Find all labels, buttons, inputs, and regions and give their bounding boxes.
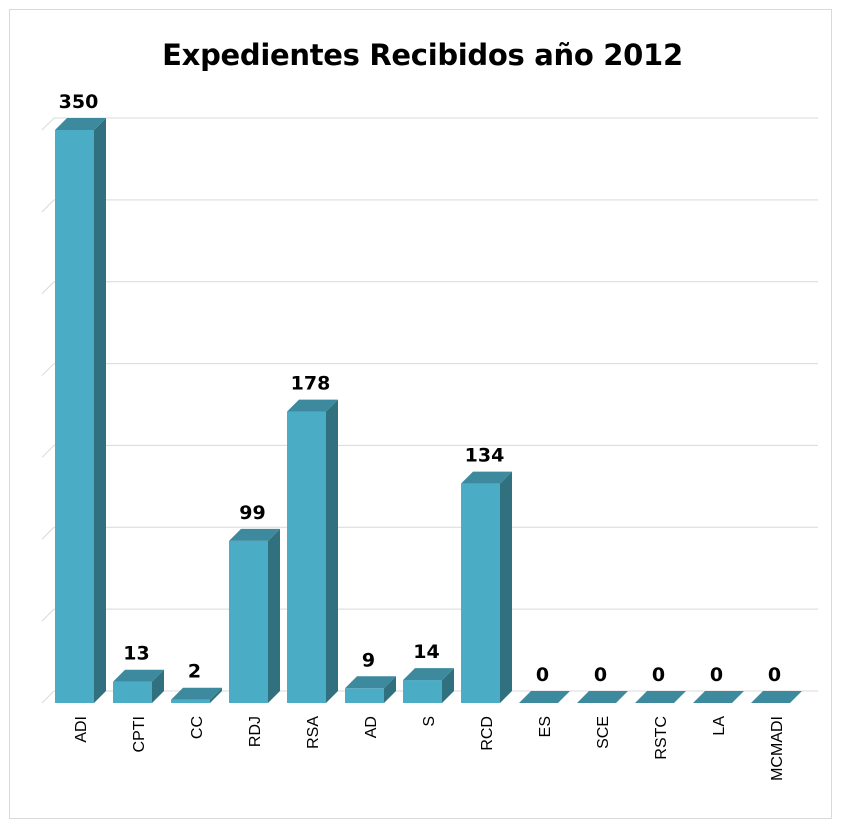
category-label-rdj: RDJ	[247, 716, 264, 747]
category-label-rstc: RSTC	[653, 716, 670, 760]
data-label-rstc: 0	[652, 664, 665, 686]
gridline-depth	[41, 199, 55, 213]
category-label-sce: SCE	[595, 716, 612, 749]
bar-side-cc	[210, 687, 222, 703]
category-label-s: S	[421, 716, 438, 727]
category-label-cpti: CPTI	[131, 716, 148, 752]
bar-front-cc	[171, 699, 210, 703]
bar-top-ad	[345, 676, 396, 689]
bar-top-es	[519, 691, 570, 703]
data-label-cpti: 13	[123, 643, 149, 665]
chart-title: Expedientes Recibidos año 2012	[162, 38, 683, 72]
data-label-la: 0	[710, 664, 723, 686]
data-label-adi: 350	[59, 91, 99, 113]
data-label-es: 0	[536, 664, 549, 686]
gridline-depth	[41, 690, 55, 704]
category-label-ad: AD	[363, 716, 380, 738]
category-label-cc: CC	[189, 716, 206, 739]
data-label-s: 14	[413, 641, 439, 663]
bar-top-rsa	[287, 399, 338, 412]
bar-top-rstc	[635, 691, 686, 703]
data-label-mcmadi: 0	[768, 664, 781, 686]
data-label-rcd: 134	[465, 445, 505, 467]
bar-front-ad	[345, 688, 384, 703]
bar-top-adi	[55, 118, 106, 130]
bar-side-rcd	[500, 471, 512, 703]
bar-top-cc	[171, 687, 222, 700]
bar-front-s	[403, 680, 442, 703]
bar-side-ad	[384, 676, 396, 703]
bar-top-cpti	[113, 669, 164, 682]
gridline-depth	[41, 281, 55, 295]
bar-side-s	[442, 668, 454, 703]
bar-front-adi	[55, 130, 94, 703]
bar-top-rcd	[461, 471, 512, 484]
bar-side-rsa	[326, 399, 338, 703]
bar-side-cpti	[152, 669, 164, 703]
gridline-depth	[41, 363, 55, 376]
bar-front-rdj	[229, 540, 268, 703]
gridline-depth	[41, 117, 55, 131]
data-label-ad: 9	[362, 649, 375, 671]
data-label-rdj: 99	[239, 502, 265, 524]
bar-side-rdj	[268, 528, 280, 703]
gridline-depth	[41, 526, 55, 540]
bar-top-sce	[577, 691, 628, 703]
category-label-es: ES	[537, 716, 554, 737]
bar-front-rcd	[461, 483, 500, 703]
category-label-rsa: RSA	[305, 716, 322, 749]
category-label-la: LA	[711, 716, 728, 736]
data-label-sce: 0	[594, 664, 607, 686]
bar-side-adi	[94, 118, 106, 703]
bar-front-cpti	[113, 681, 152, 703]
bar-top-mcmadi	[751, 691, 802, 703]
bar-front-rsa	[287, 411, 326, 703]
gridline-depth	[41, 608, 55, 622]
bar-top-s	[403, 668, 454, 681]
bar-top-la	[693, 691, 744, 703]
data-label-rsa: 178	[291, 373, 331, 395]
bar-top-rdj	[229, 528, 280, 541]
category-label-mcmadi: MCMADI	[769, 716, 786, 781]
category-label-adi: ADI	[73, 716, 90, 743]
data-label-cc: 2	[188, 661, 201, 683]
gridline-depth	[41, 445, 55, 458]
category-label-rcd: RCD	[479, 716, 496, 751]
